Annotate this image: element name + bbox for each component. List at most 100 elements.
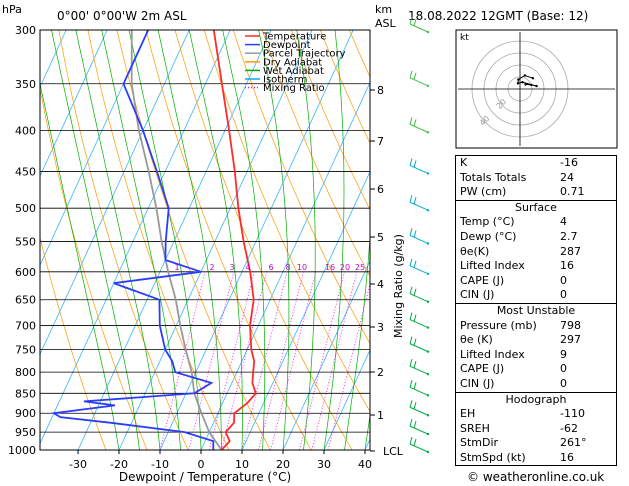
- wind-barb: [409, 117, 430, 134]
- stat-row: Totals Totals 24: [456, 171, 616, 186]
- mixing-ratio-axis-label: Mixing Ratio (g/kg): [392, 234, 405, 338]
- wind-barb: [409, 258, 430, 276]
- stat-label: Lifted Index: [460, 347, 525, 361]
- stat-label: CAPE (J): [460, 362, 505, 376]
- mixing-ratio-line: [327, 282, 370, 450]
- wet-adiabat-line: [51, 30, 140, 450]
- mixing-ratio-line: [159, 271, 206, 450]
- height-axis: 8 7 6 5 4 3 2 1 LCL: [370, 84, 404, 458]
- stat-value: 0: [560, 273, 567, 287]
- mixing-ratio-value-label: 25: [355, 263, 365, 272]
- stat-value: 16: [560, 259, 574, 273]
- stat-label: StmDir: [460, 436, 499, 450]
- km-tick-label: 8: [377, 84, 384, 97]
- mixing-ratio-value-label: 20: [340, 263, 350, 272]
- isotherm-line: [200, 81, 370, 450]
- km-tick-label: LCL: [383, 445, 404, 458]
- stat-value: 4: [560, 215, 567, 229]
- x-axis-label: Dewpoint / Temperature (°C): [119, 470, 291, 484]
- stat-label: StmSpd (kt): [460, 450, 526, 464]
- isotherm-line: [40, 30, 190, 356]
- stat-value: 287: [560, 244, 581, 258]
- hodograph-stats-title: Hodograph: [505, 392, 567, 406]
- mixing-ratio-value-label: 6: [268, 263, 273, 272]
- profiles: [51, 30, 257, 450]
- isotherm-line: [40, 30, 149, 267]
- mixing-ratio-line: [299, 271, 345, 450]
- stat-label: Dewp (°C): [460, 229, 517, 243]
- wind-barb: [409, 436, 430, 454]
- x-tick-label: -10: [151, 458, 169, 471]
- legend-entry: Dry Adiabat: [263, 57, 322, 68]
- stat-value: 297: [560, 333, 581, 347]
- stat-row: Lifted Index 16: [456, 259, 616, 274]
- stat-value: 0.71: [560, 185, 585, 199]
- stat-value: 0: [560, 362, 567, 376]
- x-tick-label: 0: [198, 458, 205, 471]
- mixing-ratio-value-label: 10: [297, 263, 307, 272]
- wet-adiabat-line: [40, 82, 120, 450]
- indices-panel: K -16 Totals Totals 24 PW (cm) 0.71 Surface T…: [455, 155, 617, 467]
- wind-barb: [409, 380, 430, 397]
- pressure-tick-label: 550: [15, 235, 36, 248]
- stat-value: 16: [560, 450, 574, 464]
- legend-entry: Wet Adiabat: [263, 66, 324, 77]
- wet-adiabat-line: [323, 30, 345, 450]
- pressure-tick-label: 900: [15, 407, 36, 420]
- wind-barb: [409, 16, 430, 34]
- mixing-ratio-value-label: 1: [174, 263, 179, 272]
- mixing-ratio-line: [270, 271, 317, 450]
- wind-barb: [409, 418, 430, 436]
- pressure-tick-label: 400: [15, 124, 36, 137]
- indices-top: K -16 Totals Totals 24 PW (cm) 0.71: [456, 156, 616, 200]
- hpa-label: hPa: [2, 3, 22, 16]
- surface-rows: Temp (°C) 4 Dewp (°C) 2.7 θe(K) 287 Lifted Ind…: [456, 215, 616, 303]
- stat-label: EH: [460, 407, 476, 421]
- wet-adiabat-line: [101, 30, 181, 450]
- km-tick-label: 6: [377, 183, 384, 196]
- datetime-title: 18.08.2022 12GMT (Base: 12): [408, 9, 588, 23]
- stat-row: CAPE (J) 0: [456, 362, 616, 377]
- most-unstable-title: Most Unstable: [496, 303, 576, 317]
- stat-row: CIN (J) 0: [456, 288, 616, 303]
- legend-entry: Temperature: [262, 32, 326, 43]
- mixing-ratio-value-label: 3: [229, 263, 234, 272]
- wind-barb: [409, 158, 430, 175]
- mixing-ratio-value-label: 8: [285, 263, 290, 272]
- stat-row: PW (cm) 0.71: [456, 185, 616, 200]
- stat-row: StmDir 261°: [456, 436, 616, 451]
- wind-barb: [409, 400, 430, 417]
- stat-label: PW (cm): [460, 185, 507, 199]
- stat-label: θe(K): [460, 244, 490, 258]
- km-tick-label: 3: [377, 321, 384, 334]
- km-tick-label: 4: [377, 278, 384, 291]
- legend-entry: Isotherm: [263, 75, 307, 86]
- stat-value: -110: [560, 407, 585, 421]
- dry-adiabat-line: [261, 30, 370, 278]
- mixing-ratio-line: [241, 271, 288, 450]
- copyright-footer: © weatheronline.co.uk: [467, 470, 605, 484]
- pressure-tick-label: 350: [15, 78, 36, 91]
- isotherm-line: [40, 30, 231, 445]
- dewpoint-line: [51, 30, 215, 450]
- isotherm-line: [323, 349, 370, 450]
- pressure-tick-label: 500: [15, 202, 36, 215]
- stat-row: θe (K) 297: [456, 333, 616, 348]
- pressure-tick-label: 1000: [8, 444, 36, 457]
- pressure-tick-label: 600: [15, 266, 36, 279]
- hodograph-unit-label: kt: [460, 33, 469, 43]
- stat-value: 24: [560, 170, 574, 184]
- stat-row: K -16: [456, 156, 616, 171]
- stat-row: θe(K) 287: [456, 245, 616, 260]
- stat-row: StmSpd (kt) 16: [456, 451, 616, 466]
- km-tick-label: 7: [377, 135, 384, 148]
- x-tick-label: 20: [276, 458, 290, 471]
- location-title: 0°00' 0°00'W 2m ASL: [57, 9, 187, 23]
- mixing-ratio-value-label: 4: [245, 263, 250, 272]
- wind-barb: [409, 195, 430, 212]
- isotherm-line: [77, 30, 272, 450]
- asl-label: ASL: [375, 17, 397, 30]
- wind-barb: [409, 286, 430, 303]
